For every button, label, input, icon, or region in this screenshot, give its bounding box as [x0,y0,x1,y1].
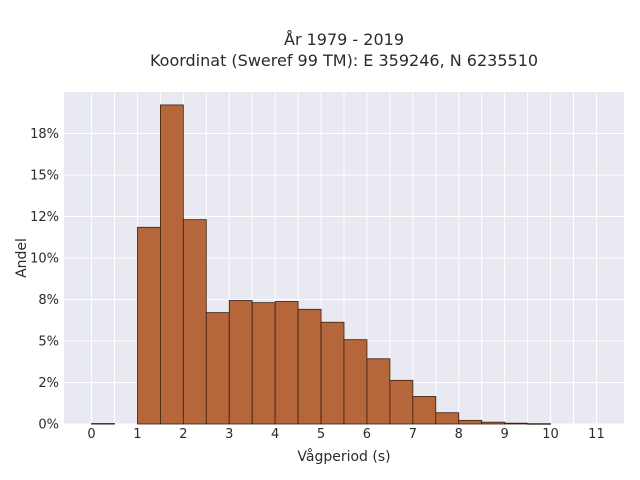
x-ticks: 0 1 2 3 4 5 6 7 8 9 10 11 [87,427,604,442]
x-axis-label: Vågperiod (s) [297,448,390,465]
x-tick-label: 3 [225,427,233,442]
chart-subtitle: Koordinat (Sweref 99 TM): E 359246, N 62… [150,51,538,70]
x-tick-label: 7 [409,427,417,442]
histogram-bar [274,301,299,425]
histogram-bar [458,419,483,425]
histogram-bar [481,421,506,425]
histogram-bar [205,312,230,425]
x-tick-label: 8 [455,427,463,442]
histogram-bar [228,300,253,425]
x-tick-label: 2 [179,427,187,442]
histogram-bar [320,321,345,425]
y-axis-label: Andel [14,238,30,278]
histogram-bar [527,423,551,425]
histogram-bar [412,396,437,425]
histogram-bar [182,219,207,425]
x-tick-label: 9 [501,427,509,442]
histogram-bar [366,358,391,425]
histogram-bar [251,302,276,425]
y-tick-label: 18% [30,127,59,142]
y-ticks: 0% 2% 5% 8% 10% 12% 15% 18% [30,127,59,433]
x-tick-label: 1 [133,427,141,442]
y-tick-label: 10% [30,252,59,267]
y-tick-label: 8% [38,293,59,308]
histogram-bar [297,308,322,425]
x-tick-label: 6 [363,427,371,442]
bars [91,104,551,425]
histogram-bar [343,339,368,425]
y-tick-label: 15% [30,169,59,184]
histogram-bar [91,423,115,425]
histogram-bar [159,104,184,425]
x-tick-label: 0 [87,427,95,442]
x-tick-label: 5 [317,427,325,442]
y-tick-label: 5% [38,335,59,350]
x-tick-label: 4 [271,427,279,442]
histogram-bar [137,226,161,425]
chart-title: År 1979 - 2019 [284,30,404,49]
y-tick-label: 12% [30,210,59,225]
histogram-bar [435,412,460,425]
histogram-bar [389,379,414,425]
x-tick-label: 10 [542,427,559,442]
x-tick-label: 11 [588,427,605,442]
y-tick-label: 2% [38,376,59,391]
histogram-bar [504,422,529,425]
y-tick-label: 0% [38,418,59,433]
